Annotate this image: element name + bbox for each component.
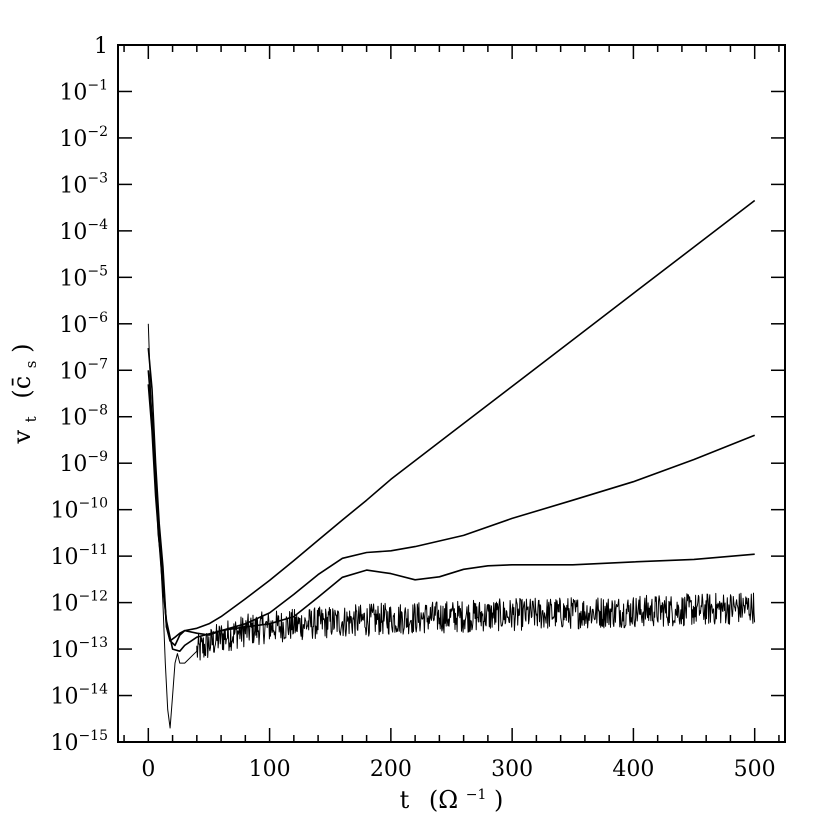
x-axis-title-unit-close: ) bbox=[494, 786, 503, 814]
y-axis-title-unit-close: ) bbox=[8, 343, 36, 352]
plot-series-group bbox=[147, 199, 756, 729]
y-axis-title-unit-open: (c̄ bbox=[8, 376, 36, 399]
y-axis-title: v t (c̄ s ) bbox=[8, 343, 42, 444]
y-axis-title-unit-sub: s bbox=[22, 360, 40, 368]
y-tick-label: 10−13 bbox=[50, 635, 108, 663]
y-tick-label: 10−15 bbox=[50, 728, 108, 756]
axis-ticks bbox=[118, 44, 785, 743]
y-tick-label: 10−8 bbox=[59, 403, 108, 431]
y-tick-label: 10−7 bbox=[59, 356, 108, 384]
y-tick-label: 10−9 bbox=[59, 449, 108, 477]
series-line-2 bbox=[147, 370, 755, 642]
x-axis-title: t (Ω −1 ) bbox=[400, 777, 504, 814]
x-tick-label: 200 bbox=[370, 757, 412, 782]
x-axis-title-unit-open: (Ω bbox=[429, 786, 458, 814]
y-tick-label: 10−12 bbox=[50, 589, 108, 617]
series-line-4 bbox=[147, 323, 756, 729]
x-tick-label: 300 bbox=[491, 757, 533, 782]
x-tick-label: 0 bbox=[141, 757, 155, 782]
y-tick-label: 10−14 bbox=[50, 682, 108, 710]
y-tick-label: 10−4 bbox=[59, 217, 108, 245]
y-tick-label: 10−11 bbox=[50, 542, 108, 570]
y-axis-title-sub: t bbox=[22, 416, 40, 422]
x-tick-label: 500 bbox=[734, 757, 776, 782]
y-tick-label: 1 bbox=[94, 34, 108, 59]
y-tick-label: 10−1 bbox=[59, 77, 108, 105]
x-tick-labels: 0 100 200 300 400 500 bbox=[141, 757, 775, 782]
series-line-1 bbox=[147, 199, 756, 647]
y-tick-label: 10−6 bbox=[59, 310, 108, 338]
x-tick-label: 400 bbox=[612, 757, 654, 782]
y-tick-label: 10−10 bbox=[50, 496, 108, 524]
y-tick-label: 10−3 bbox=[59, 170, 108, 198]
y-axis-title-main: v bbox=[8, 430, 36, 445]
x-axis-title-unit-exp: −1 bbox=[466, 787, 487, 803]
y-tick-label: 10−2 bbox=[59, 124, 108, 152]
x-tick-label: 100 bbox=[249, 757, 291, 782]
y-tick-labels: 1 10−1 10−2 10−3 10−4 10−5 10−6 10−7 10−8 10−9 10−… bbox=[50, 34, 108, 756]
plot-frame bbox=[117, 44, 786, 743]
x-axis-title-main: t bbox=[400, 786, 410, 814]
y-tick-label: 10−5 bbox=[59, 263, 108, 291]
